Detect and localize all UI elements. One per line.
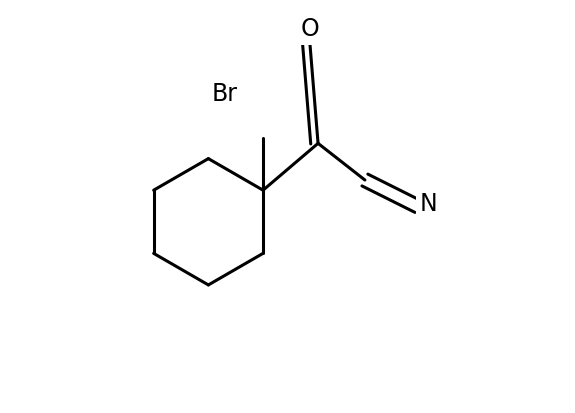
Text: O: O — [301, 17, 319, 41]
Text: Br: Br — [212, 83, 237, 107]
Text: N: N — [419, 192, 437, 216]
